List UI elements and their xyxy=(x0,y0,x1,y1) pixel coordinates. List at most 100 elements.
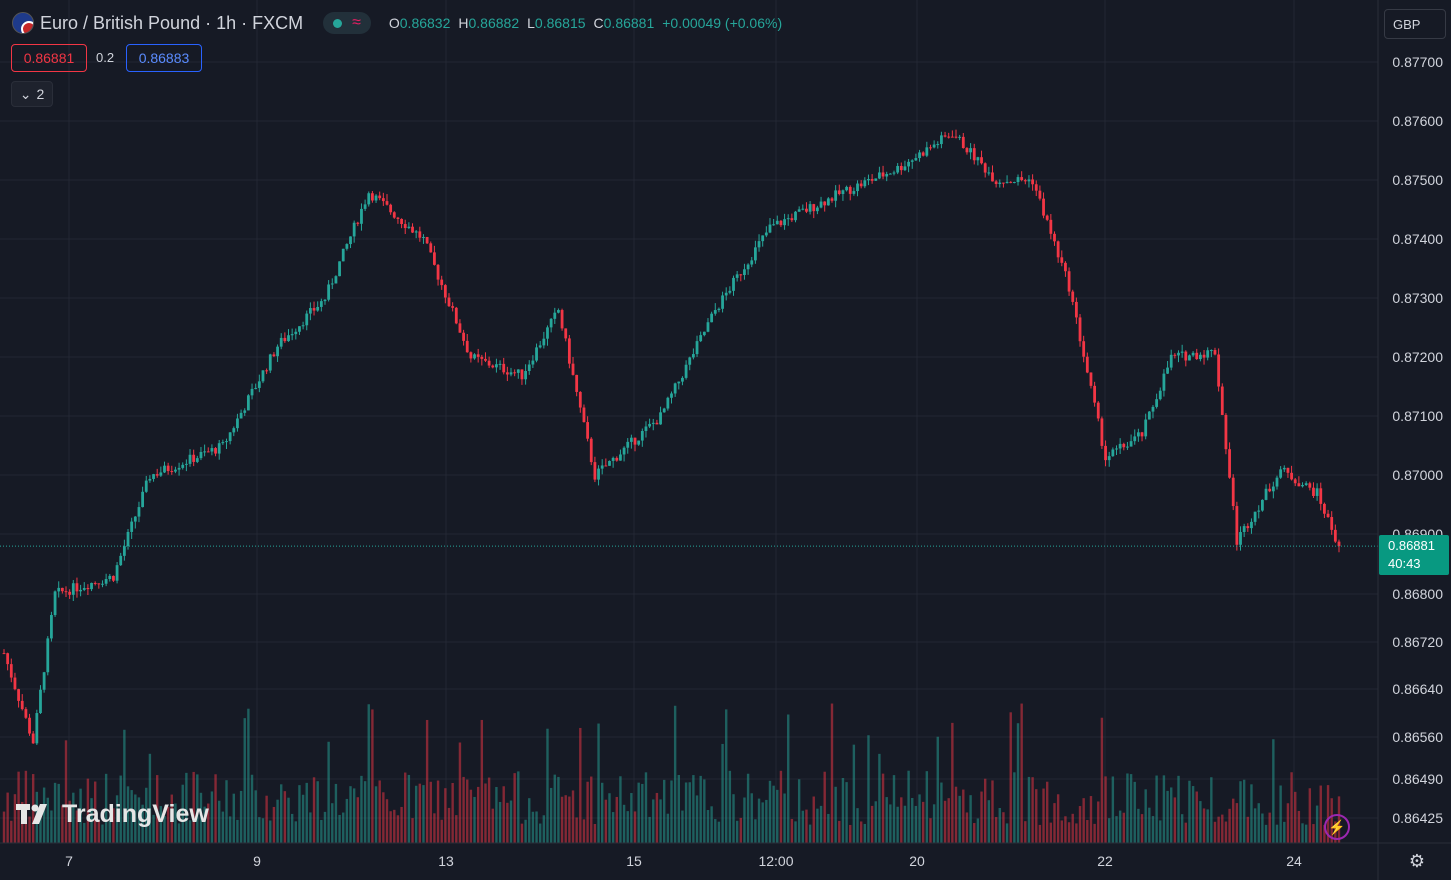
candle-body xyxy=(447,297,451,307)
candle-body xyxy=(363,204,367,209)
candle-body xyxy=(910,160,914,162)
candle-body xyxy=(298,326,301,332)
candle-body xyxy=(265,370,269,372)
volume-bar xyxy=(53,782,57,843)
volume-bar xyxy=(301,794,305,843)
candle-body xyxy=(728,290,732,293)
candle-body xyxy=(830,198,834,201)
volume-bar xyxy=(973,823,976,843)
symbol-title[interactable]: Euro / British Pound · 1h · FXCM xyxy=(40,12,304,33)
volume-bar xyxy=(943,800,947,843)
high-label: H xyxy=(458,15,469,31)
candle-body xyxy=(389,204,393,213)
candle-body xyxy=(699,335,703,342)
candle-body xyxy=(1297,483,1301,487)
volume-bar xyxy=(1301,823,1304,843)
candle-body xyxy=(20,700,24,710)
volume-bar xyxy=(57,783,60,843)
volume-bar xyxy=(185,772,188,843)
volume-bar xyxy=(725,709,728,843)
volume-bar xyxy=(371,709,374,843)
currency-selector[interactable]: GBP xyxy=(1384,9,1446,39)
volume-bar xyxy=(965,812,969,843)
volume-bar xyxy=(801,810,805,843)
candle-body xyxy=(852,191,856,194)
candle-body xyxy=(122,546,126,556)
volume-bar xyxy=(39,812,42,843)
volume-bar xyxy=(1075,823,1078,843)
market-status-pill[interactable]: ≈ xyxy=(323,12,371,34)
candle-body xyxy=(1162,373,1166,391)
candle-body xyxy=(108,575,112,579)
lightning-icon[interactable]: ⚡ xyxy=(1324,814,1350,840)
volume-bar xyxy=(1042,788,1045,843)
candle-body xyxy=(834,190,838,201)
candle-body xyxy=(42,672,46,690)
candle-body xyxy=(155,474,159,476)
volume-bar xyxy=(819,805,823,843)
candle-body xyxy=(1169,354,1173,368)
tradingview-logo[interactable]: TradingView xyxy=(16,800,209,829)
volume-bar xyxy=(783,793,786,843)
volume-bar xyxy=(269,820,272,843)
candle-body xyxy=(826,198,830,206)
candle-body xyxy=(1239,532,1242,545)
volume-bar xyxy=(210,791,214,843)
candle-body xyxy=(1104,445,1107,461)
volume-bar xyxy=(163,816,166,843)
candle-body xyxy=(1242,526,1246,533)
volume-bar xyxy=(360,775,363,843)
volume-bar xyxy=(243,718,246,843)
volume-bar xyxy=(338,814,341,843)
candle-body xyxy=(403,224,407,229)
candle-body xyxy=(174,469,177,472)
candle-body xyxy=(24,709,28,718)
candle-body xyxy=(60,587,64,592)
volume-bar xyxy=(830,703,834,843)
candle-body xyxy=(130,521,134,532)
volume-bar xyxy=(159,806,163,843)
time-axis[interactable]: 7 9 13 15 12:00 20 22 24 xyxy=(65,853,1302,869)
volume-bar xyxy=(717,821,721,843)
candle-body xyxy=(531,360,535,365)
volume-bar xyxy=(1166,790,1169,843)
volume-bar xyxy=(509,800,513,843)
candle-body xyxy=(327,284,331,300)
volume-bar xyxy=(258,817,261,843)
volume-bar xyxy=(1027,776,1031,843)
candle-body xyxy=(261,370,265,382)
volume-bar xyxy=(1199,801,1202,843)
volume-bar xyxy=(900,797,903,843)
candle-body xyxy=(1257,510,1261,512)
volume-bar xyxy=(812,796,815,843)
candle-body xyxy=(356,222,360,224)
candle-body xyxy=(651,422,655,424)
volume-bar xyxy=(272,806,276,843)
indicators-collapse-button[interactable]: ⌄ 2 xyxy=(11,81,53,107)
last-price-label: 0.86881 40:43 xyxy=(1379,535,1449,575)
volume-bar xyxy=(64,740,68,843)
volume-bar xyxy=(363,781,367,843)
volume-bar xyxy=(1086,820,1089,843)
volume-bar xyxy=(232,793,235,843)
sell-button[interactable]: 0.86881 xyxy=(11,44,87,72)
candle-body xyxy=(1315,488,1319,496)
candle-body xyxy=(217,443,221,454)
candle-body xyxy=(918,152,921,159)
candle-body xyxy=(1071,291,1075,302)
buy-button[interactable]: 0.86883 xyxy=(126,44,202,72)
candle-body xyxy=(794,211,797,221)
settings-gear-icon[interactable]: ⚙ xyxy=(1408,850,1426,871)
volume-bar xyxy=(874,801,877,843)
volume-bar xyxy=(528,798,531,843)
volume-bar xyxy=(670,780,673,843)
volume-bar xyxy=(108,820,111,843)
volume-bar xyxy=(757,798,761,843)
candle-body xyxy=(527,364,531,371)
candle-body xyxy=(546,327,549,339)
candle-body xyxy=(1038,190,1042,199)
candle-body xyxy=(1140,432,1144,437)
volume-bar xyxy=(710,806,713,843)
volume-bar xyxy=(72,792,75,843)
